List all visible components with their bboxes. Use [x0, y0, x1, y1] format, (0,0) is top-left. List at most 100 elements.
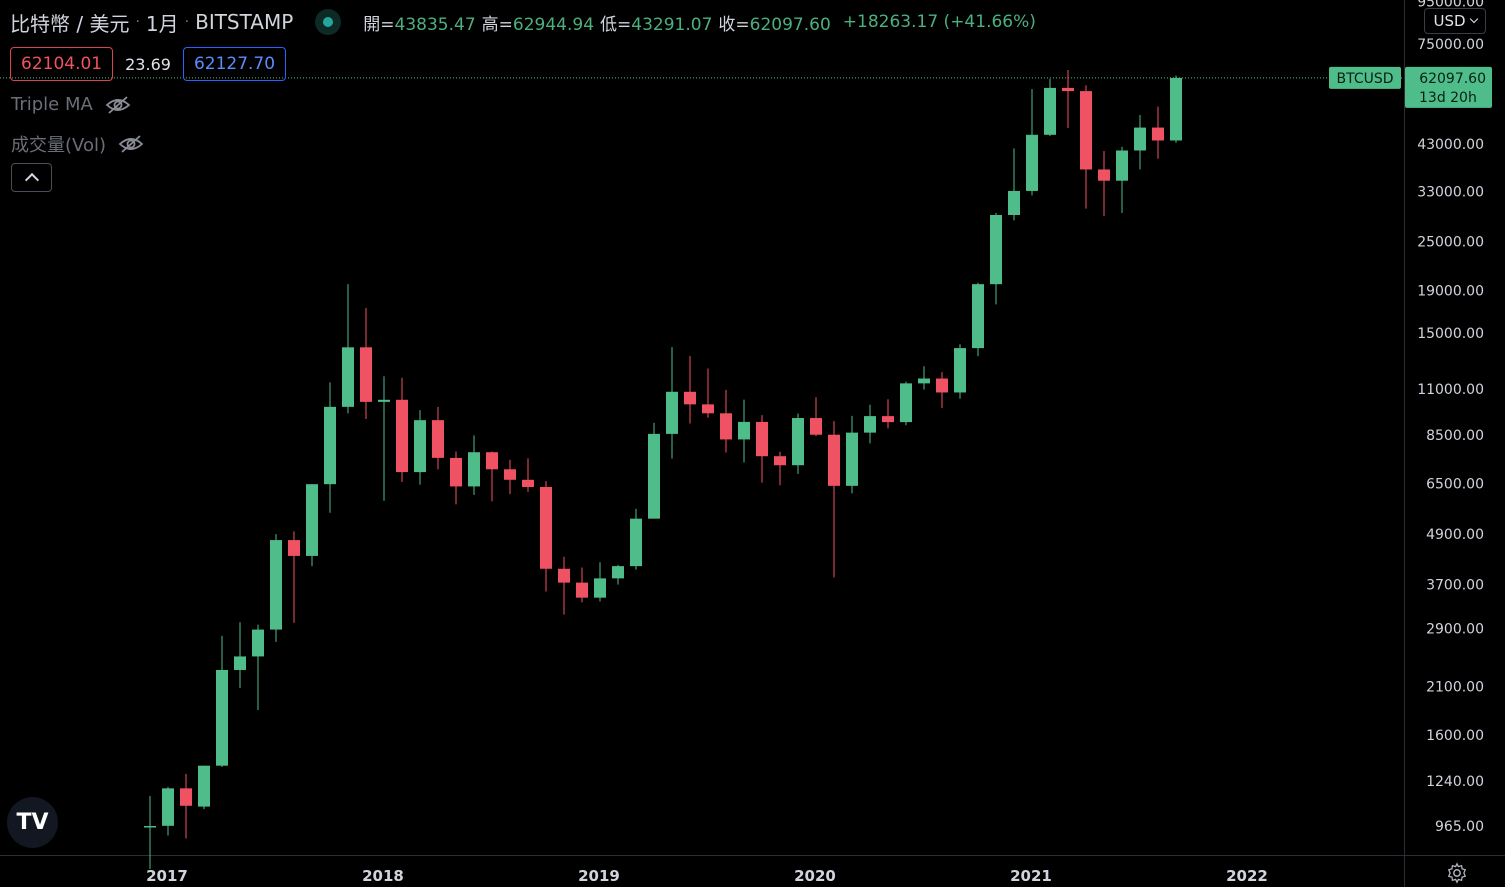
- candle: [162, 786, 174, 836]
- candle: [324, 382, 336, 513]
- candle: [630, 508, 642, 570]
- symbol-tag: [1329, 66, 1401, 89]
- sell-price-button[interactable]: 62104.01: [10, 47, 114, 81]
- candle: [432, 406, 444, 470]
- candle-body: [342, 347, 354, 407]
- candle-body: [1170, 77, 1182, 141]
- candle-body: [630, 518, 642, 567]
- candles-layer: [144, 69, 1182, 869]
- candle: [216, 635, 228, 768]
- indicator-label: 成交量(Vol): [11, 135, 106, 156]
- candle-body: [522, 479, 534, 487]
- price-tick-label: 19000.00: [1417, 284, 1484, 300]
- candle: [198, 765, 210, 810]
- candle: [396, 377, 408, 482]
- eye-off-icon[interactable]: [118, 134, 144, 154]
- last-price-label: 62097.60: [1419, 71, 1486, 87]
- candle: [558, 556, 570, 615]
- candle: [306, 484, 318, 567]
- candle-body: [450, 457, 462, 487]
- buy-price-button[interactable]: 62127.70: [182, 47, 287, 81]
- candle: [1080, 85, 1092, 209]
- candle: [522, 458, 534, 492]
- candle: [1152, 106, 1164, 159]
- candle: [918, 366, 930, 390]
- candle-body: [1080, 91, 1092, 170]
- candle-body: [954, 348, 966, 393]
- price-tick-label: 75000.00: [1417, 37, 1484, 53]
- market-status-icon[interactable]: [315, 9, 342, 35]
- candle-body: [612, 566, 624, 579]
- currency-label: USD: [1433, 12, 1466, 30]
- candle: [1062, 69, 1074, 128]
- interval-label[interactable]: 1月: [145, 11, 179, 36]
- candle: [180, 773, 192, 839]
- candle: [540, 481, 552, 592]
- ohlc-close: 收=62097.60: [718, 14, 831, 35]
- candle-body: [774, 456, 786, 466]
- candle: [414, 410, 426, 485]
- candle: [594, 562, 606, 602]
- last-price-tag: [1405, 66, 1492, 108]
- time-axis: 2017 2018 2019 2020 2021 2022: [146, 867, 1268, 885]
- candle: [900, 381, 912, 426]
- candle-body: [648, 433, 660, 519]
- candle: [342, 284, 354, 414]
- candle-body: [738, 421, 750, 440]
- candle: [612, 564, 624, 585]
- price-tick-label: 6500.00: [1426, 476, 1484, 492]
- candle-body: [306, 484, 318, 556]
- gear-icon[interactable]: [1446, 862, 1468, 884]
- indicator-label: Triple MA: [11, 94, 93, 115]
- chevron-up-icon[interactable]: [11, 163, 52, 192]
- candle-body: [828, 434, 840, 486]
- candle: [648, 422, 660, 519]
- price-tick-label: 2900.00: [1426, 621, 1484, 637]
- candle-body: [144, 826, 156, 828]
- candle: [792, 413, 804, 474]
- candle: [288, 531, 300, 623]
- candle-body: [792, 418, 804, 466]
- price-tick-label: 43000.00: [1417, 137, 1484, 153]
- symbol-title[interactable]: 比特幣 / 美元: [10, 11, 130, 36]
- candle: [1134, 115, 1146, 170]
- eye-off-icon[interactable]: [105, 95, 131, 115]
- candle: [702, 368, 714, 418]
- bar-countdown-label: 13d 20h: [1419, 90, 1477, 106]
- separator-dot: ·: [135, 14, 140, 30]
- candle-body: [360, 347, 372, 402]
- candle-body: [468, 452, 480, 487]
- candle: [576, 567, 588, 603]
- candle-body: [396, 399, 408, 473]
- candle: [486, 451, 498, 502]
- chart-header: 比特幣 / 美元 · 1月 · BITSTAMP 開=43835.47 高=62…: [10, 8, 1036, 36]
- price-change: +18263.17 (+41.66%): [842, 12, 1036, 32]
- candle: [684, 355, 696, 424]
- indicator-triple-ma[interactable]: Triple MA: [11, 94, 131, 115]
- candle-body: [702, 404, 714, 414]
- candle: [252, 624, 264, 711]
- candle: [450, 451, 462, 505]
- chevron-down-icon: [1469, 14, 1478, 24]
- time-tick-label: 2020: [794, 867, 836, 885]
- candle: [756, 415, 768, 483]
- candle-body: [936, 378, 948, 393]
- candle-body: [594, 578, 606, 598]
- candle-body: [432, 420, 444, 458]
- candle: [504, 459, 516, 495]
- tradingview-logo-icon[interactable]: TV: [7, 797, 58, 848]
- separator-dot: ·: [184, 14, 190, 30]
- indicator-volume[interactable]: 成交量(Vol): [11, 131, 144, 157]
- candle-body: [1098, 169, 1110, 181]
- candle: [810, 397, 822, 437]
- candle: [1026, 89, 1038, 196]
- candle-body: [1044, 87, 1056, 135]
- candle: [846, 415, 858, 494]
- candle-body: [846, 432, 858, 486]
- price-tick-label: 95000.00: [1417, 0, 1484, 11]
- currency-selector[interactable]: USD: [1424, 8, 1486, 34]
- candle-body: [810, 418, 822, 435]
- time-tick-label: 2021: [1010, 867, 1052, 885]
- candle: [720, 389, 732, 453]
